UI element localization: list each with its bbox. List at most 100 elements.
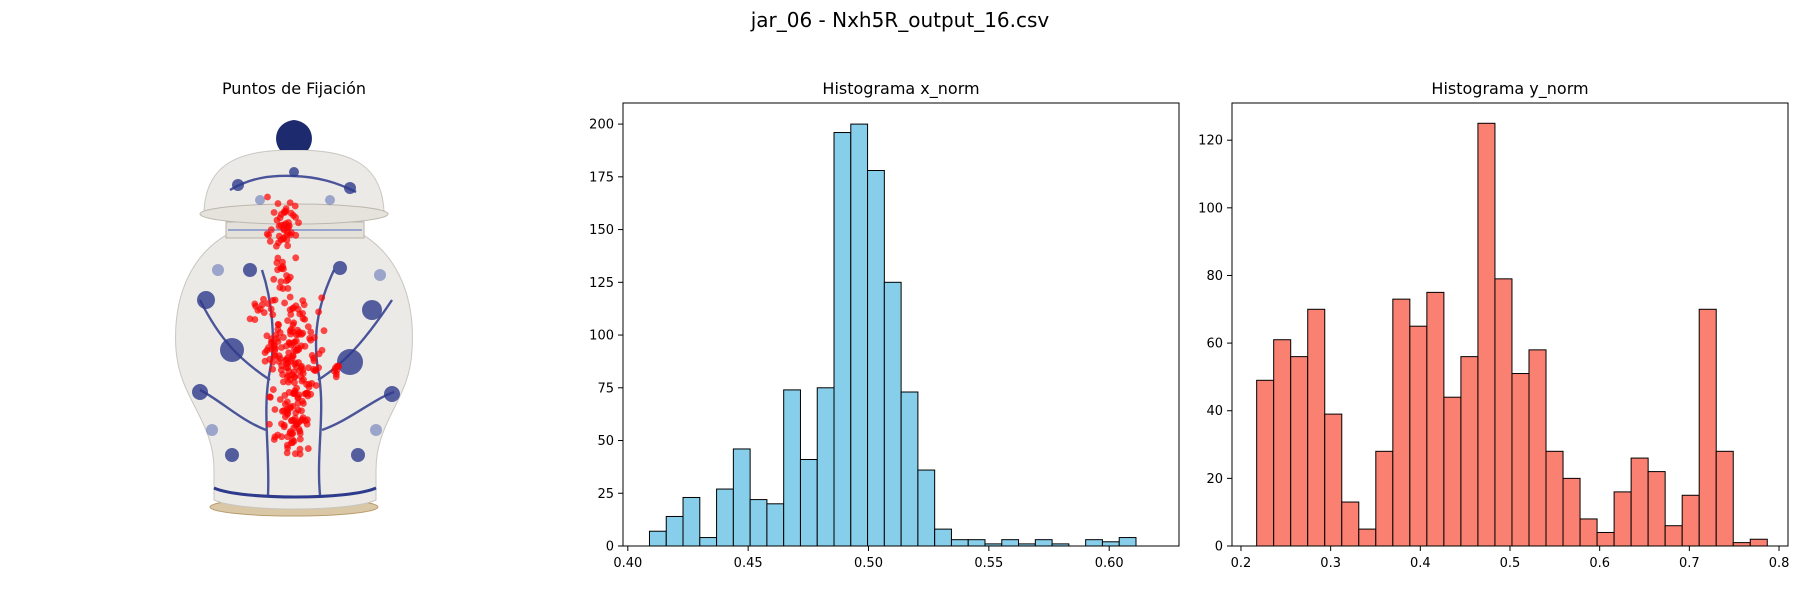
fixation-point	[303, 420, 311, 428]
h2-bar-15	[1511, 373, 1530, 547]
h1-bar-18	[950, 539, 969, 547]
h2-bar-18	[1562, 477, 1581, 547]
fixation-point	[260, 295, 267, 303]
fixation-point	[283, 449, 291, 457]
fixation-point	[318, 346, 326, 354]
h1-bar-9	[799, 459, 818, 547]
h2-bar-12	[1460, 356, 1479, 547]
fixation-point	[299, 315, 307, 322]
fixation-point	[287, 325, 295, 333]
h2-xtick-label-5: 0.7	[1679, 556, 1700, 571]
fixation-point	[334, 362, 342, 370]
h1-bar-6	[749, 499, 768, 547]
fixation-point	[274, 266, 282, 274]
fixation-point	[275, 321, 282, 329]
fixation-point	[289, 212, 297, 219]
fixation-point	[281, 357, 289, 364]
h2-bar-22	[1630, 457, 1649, 547]
h2-bar-2	[1290, 356, 1309, 547]
fixation-point	[296, 435, 304, 443]
h2-ytick-label-0: 0	[1215, 540, 1223, 555]
fixation-point	[307, 328, 315, 336]
fixation-point	[299, 370, 307, 377]
h2-ytick-label-4: 80	[1206, 269, 1223, 284]
h2-bar-1	[1273, 339, 1292, 547]
h2-bar-6	[1358, 528, 1377, 547]
h1-ytick-label-7: 175	[589, 170, 614, 185]
h1-bar-14	[883, 281, 902, 547]
h2-bar-29	[1749, 538, 1768, 547]
fixation-point	[296, 427, 304, 435]
fixation-point	[292, 254, 300, 262]
histogram-y-title: Histograma y_norm	[1431, 79, 1588, 99]
fixation-point	[301, 342, 309, 350]
fixation-point	[292, 421, 300, 429]
fixation-point	[271, 351, 279, 359]
fixation-point	[281, 299, 288, 307]
fixation-point	[298, 377, 306, 385]
fixation-point	[279, 263, 287, 270]
h1-ytick-label-6: 150	[589, 223, 614, 238]
h2-bar-28	[1732, 542, 1751, 547]
h2-xtick-label-3: 0.5	[1500, 556, 1521, 571]
fixation-point	[273, 335, 281, 342]
h2-bar-4	[1324, 413, 1343, 547]
h1-bar-12	[850, 123, 869, 547]
fixation-point	[280, 221, 288, 229]
h2-ytick-label-1: 20	[1206, 472, 1223, 487]
fixation-point	[269, 386, 277, 393]
figure-title: jar_06 - Nxh5R_output_16.csv	[750, 8, 1050, 32]
h1-ytick-label-8: 200	[589, 118, 614, 133]
fixation-panel-title: Puntos de Fijación	[222, 79, 366, 98]
h1-bar-17	[934, 528, 952, 547]
h1-xtick-label-1: 0.45	[734, 556, 763, 571]
h1-bar-26	[1085, 539, 1103, 547]
fixation-point	[295, 219, 302, 227]
h1-xtick-label-4: 0.60	[1095, 556, 1124, 571]
fixation-point	[292, 231, 300, 239]
histogram-y-frame	[1231, 102, 1789, 547]
fixation-point	[299, 329, 307, 337]
histogram-y-yticks: 0 20 40 60 80 100 120	[1198, 134, 1232, 555]
fixation-point	[283, 373, 291, 381]
h2-ytick-label-6: 120	[1198, 134, 1223, 149]
h1-ytick-label-4: 100	[589, 329, 614, 344]
fixation-point	[296, 445, 304, 453]
fixation-point	[304, 445, 312, 452]
fixation-point	[289, 436, 296, 444]
h1-ytick-label-1: 25	[597, 487, 614, 502]
fixation-point	[286, 339, 294, 347]
fixation-point	[278, 433, 285, 441]
h2-xtick-label-2: 0.4	[1410, 556, 1431, 571]
fixation-point	[263, 332, 271, 340]
fixation-point	[260, 309, 268, 316]
fixation-point	[269, 296, 277, 304]
fixation-points	[246, 193, 342, 458]
fixation-point	[286, 306, 294, 314]
h2-bar-26	[1698, 308, 1717, 547]
h1-bar-13	[867, 170, 885, 547]
fixation-point	[266, 393, 274, 401]
h1-ytick-label-3: 75	[597, 381, 614, 396]
h1-xtick-label-2: 0.50	[854, 556, 883, 571]
fixation-point	[277, 278, 285, 286]
h1-bar-10	[816, 387, 835, 547]
h2-bar-20	[1596, 531, 1615, 547]
h1-ytick-label-2: 50	[597, 434, 614, 449]
h2-xtick-label-4: 0.6	[1589, 556, 1610, 571]
h2-bar-19	[1579, 518, 1598, 547]
h1-xtick-label-0: 0.40	[613, 556, 642, 571]
histogram-y-panel: Histograma y_norm 0.2 0.3 0.4 0.5 0.6 0.7 0.8 …	[1198, 79, 1789, 571]
fixation-point	[270, 436, 278, 443]
fixation-point	[264, 300, 272, 307]
h1-bar-23	[1034, 539, 1053, 547]
fixation-point	[264, 193, 271, 201]
h2-bar-7	[1375, 450, 1394, 547]
fixation-point	[278, 362, 285, 370]
fixation-point	[267, 226, 275, 234]
fixation-point	[294, 393, 302, 401]
h1-bar-7	[766, 503, 785, 547]
fixation-point	[284, 378, 292, 386]
fixation-point	[286, 199, 294, 207]
